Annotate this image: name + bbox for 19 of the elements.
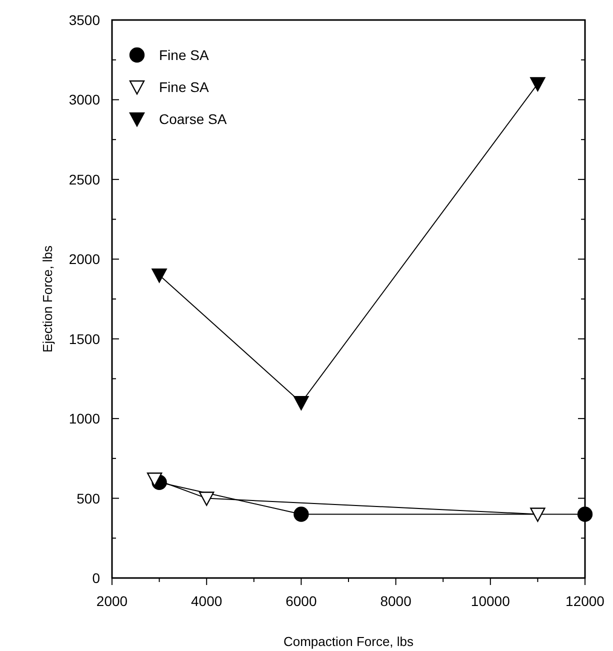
x-tick-label: 8000: [380, 593, 412, 609]
y-axis-title: Ejection Force, lbs: [40, 245, 55, 352]
x-tick-label: 10000: [470, 593, 510, 609]
x-axis-title: Compaction Force, lbs: [283, 634, 414, 649]
y-tick-label: 500: [76, 490, 100, 506]
y-tick-label: 3000: [68, 92, 100, 108]
y-tick-label: 0: [92, 570, 100, 586]
y-tick-label: 2000: [68, 251, 100, 268]
legend-label: Coarse SA: [159, 111, 228, 127]
legend-label: Fine SA: [159, 79, 210, 95]
x-tick-label: 2000: [96, 593, 128, 609]
y-tick-label: 2500: [68, 171, 100, 188]
legend-label: Fine SA: [159, 47, 210, 63]
y-tick-label: 1000: [68, 410, 100, 427]
x-tick-label: 12000: [566, 593, 605, 609]
y-tick-label: 1500: [68, 330, 100, 347]
x-tick-label: 4000: [191, 593, 222, 609]
x-tick-label: 6000: [286, 593, 317, 609]
y-tick-label: 3500: [68, 12, 100, 28]
